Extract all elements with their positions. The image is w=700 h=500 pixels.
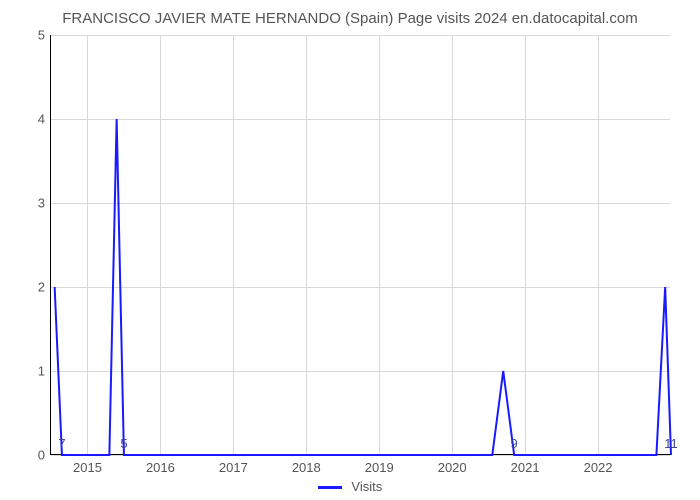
y-tick-label: 1 — [38, 364, 45, 379]
legend-swatch — [318, 486, 342, 489]
x-tick-label: 2020 — [438, 460, 467, 475]
y-tick-label: 2 — [38, 280, 45, 295]
x-tick-label: 2016 — [146, 460, 175, 475]
point-label: 9 — [511, 436, 518, 451]
legend: Visits — [0, 479, 700, 494]
series-line — [51, 35, 671, 455]
y-tick-label: 4 — [38, 112, 45, 127]
x-tick-label: 2017 — [219, 460, 248, 475]
x-tick-label: 2019 — [365, 460, 394, 475]
chart-title: FRANCISCO JAVIER MATE HERNANDO (Spain) P… — [0, 0, 700, 27]
x-tick-label: 2018 — [292, 460, 321, 475]
point-label: 5 — [120, 436, 127, 451]
y-tick-label: 5 — [38, 28, 45, 43]
x-tick-label: 2015 — [73, 460, 102, 475]
legend-label: Visits — [351, 479, 382, 494]
x-tick-label: 2022 — [584, 460, 613, 475]
plot-region: 2015201620172018201920202021202201234575… — [50, 35, 670, 455]
y-tick-label: 3 — [38, 196, 45, 211]
point-label: 11 — [664, 436, 678, 451]
x-tick-label: 2021 — [511, 460, 540, 475]
y-tick-label: 0 — [38, 448, 45, 463]
chart-area: 2015201620172018201920202021202201234575… — [50, 35, 670, 455]
point-label: 7 — [58, 436, 65, 451]
